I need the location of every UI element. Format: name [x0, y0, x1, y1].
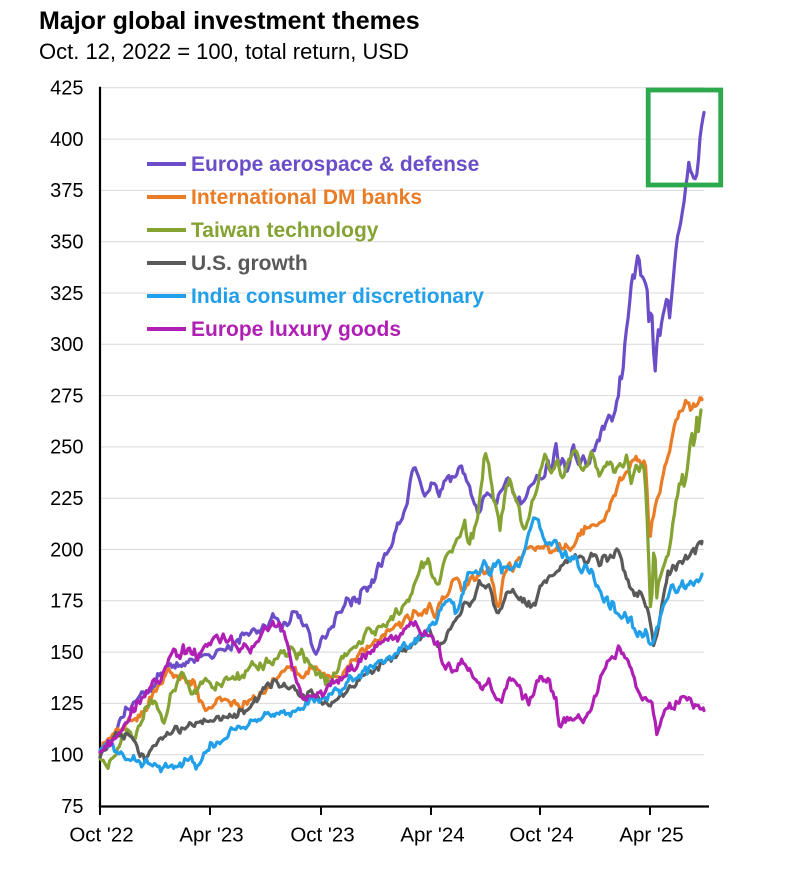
svg-text:International DM banks: International DM banks: [191, 186, 422, 209]
svg-text:Europe luxury goods: Europe luxury goods: [191, 318, 401, 341]
svg-text:Europe aerospace & defense: Europe aerospace & defense: [191, 153, 479, 176]
svg-text:India consumer discretionary: India consumer discretionary: [191, 285, 484, 308]
svg-text:225: 225: [50, 488, 83, 510]
svg-text:100: 100: [50, 745, 83, 767]
svg-text:275: 275: [50, 385, 83, 407]
svg-text:Oct '22: Oct '22: [69, 824, 133, 847]
svg-text:175: 175: [50, 591, 83, 613]
svg-text:Apr '24: Apr '24: [400, 824, 464, 847]
svg-text:425: 425: [50, 78, 83, 100]
svg-text:350: 350: [50, 232, 83, 254]
svg-text:Oct '24: Oct '24: [509, 824, 573, 847]
svg-text:Apr '23: Apr '23: [179, 824, 243, 847]
svg-text:75: 75: [61, 796, 83, 818]
svg-text:375: 375: [50, 180, 83, 202]
svg-text:Apr '25: Apr '25: [619, 824, 683, 847]
svg-text:200: 200: [50, 539, 83, 561]
svg-text:Taiwan technology: Taiwan technology: [191, 219, 379, 242]
svg-text:150: 150: [50, 642, 83, 664]
svg-text:250: 250: [50, 437, 83, 459]
svg-text:U.S. growth: U.S. growth: [191, 252, 308, 275]
svg-text:325: 325: [50, 283, 83, 305]
svg-text:400: 400: [50, 129, 83, 151]
svg-text:125: 125: [50, 693, 83, 715]
svg-text:300: 300: [50, 334, 83, 356]
svg-text:Oct '23: Oct '23: [290, 824, 354, 847]
